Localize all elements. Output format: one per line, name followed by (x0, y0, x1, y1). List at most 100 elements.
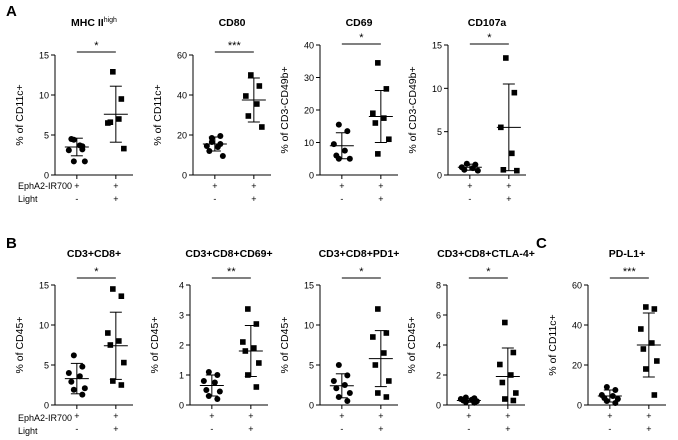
data-point (214, 144, 221, 150)
condition-value: + (378, 181, 383, 191)
data-point (335, 362, 342, 368)
data-point (110, 69, 116, 75)
data-point (514, 167, 520, 174)
condition-value: + (339, 411, 344, 421)
y-tick-label: 2 (179, 341, 184, 351)
data-point (330, 378, 337, 384)
condition-value: + (467, 181, 472, 191)
y-tick-label: 30 (304, 73, 314, 83)
data-point (68, 378, 75, 385)
y-tick-label: 5 (44, 361, 49, 371)
y-axis-label: % of CD45+ (406, 317, 418, 374)
significance-label: ** (227, 266, 236, 278)
y-tick-label: 10 (39, 91, 49, 101)
condition-value: + (209, 411, 214, 421)
data-point (110, 286, 116, 292)
y-tick-label: 40 (177, 91, 187, 101)
condition-value: - (468, 194, 471, 204)
data-point (205, 393, 212, 399)
data-point (386, 378, 392, 384)
data-point (214, 372, 221, 378)
data-point (251, 345, 257, 351)
data-point (216, 388, 223, 395)
data-point (499, 379, 506, 386)
data-point (203, 143, 210, 149)
data-point (471, 399, 478, 406)
y-tick-label: 0 (577, 401, 582, 411)
data-point (344, 398, 351, 404)
y-tick-label: 0 (309, 401, 314, 411)
data-point (372, 120, 379, 126)
data-point (245, 372, 251, 378)
series-2 (368, 306, 393, 400)
data-point (341, 147, 348, 154)
chart-5: 0 5 10 15 CD3+CD8+ % of CD45+ * + - + + (14, 248, 133, 434)
data-point (253, 321, 260, 327)
y-tick-label: 0 (309, 171, 314, 181)
y-tick-label: 20 (304, 106, 314, 116)
data-point (105, 330, 111, 336)
significance-label: *** (623, 266, 637, 278)
significance-label: * (486, 266, 491, 278)
significance-label: * (94, 40, 99, 52)
data-point (370, 334, 376, 340)
chart-4: 0 5 10 15 CD107a % of CD3-CD49b+ * + - + + (407, 17, 526, 204)
data-point (375, 306, 381, 312)
condition-value: + (251, 181, 256, 191)
series-1 (64, 136, 89, 165)
y-axis-label: % of CD11c+ (14, 84, 26, 145)
chart-title: CD69 (346, 17, 373, 29)
data-point (498, 124, 504, 131)
data-point (344, 372, 351, 379)
condition-value: - (75, 424, 78, 434)
data-point (654, 358, 660, 364)
y-tick-label: 5 (437, 127, 442, 137)
data-point (107, 342, 114, 348)
significance-label: * (487, 32, 492, 44)
condition-value: + (339, 181, 344, 191)
condition-value: + (248, 424, 253, 434)
chart-title: CD107a (468, 17, 507, 29)
series-2 (368, 60, 393, 157)
y-tick-label: 60 (177, 51, 187, 61)
y-axis-label: % of CD45+ (14, 317, 26, 374)
condition-value: - (75, 194, 78, 204)
data-point (503, 55, 509, 61)
condition-label-light-b: Light (18, 426, 38, 436)
data-point (203, 387, 210, 393)
chart-title: CD3+CD8+CTLA-4+ (437, 248, 535, 260)
data-point (205, 369, 212, 375)
condition-value: + (113, 411, 118, 421)
data-point (463, 160, 470, 167)
y-tick-label: 10 (39, 321, 49, 331)
condition-label-epha2-b: EphA2-IR700 (18, 413, 72, 423)
data-point (497, 361, 503, 368)
data-point (510, 349, 517, 356)
y-tick-label: 3 (179, 311, 184, 321)
significance-label: * (359, 32, 364, 44)
data-point (70, 158, 77, 165)
data-point (640, 346, 647, 352)
data-point (333, 385, 340, 392)
data-point (383, 330, 390, 336)
series-1 (64, 352, 89, 398)
y-tick-label: 1 (179, 371, 184, 381)
series-1 (199, 369, 224, 402)
data-point (214, 396, 221, 402)
series-2 (495, 319, 520, 406)
data-point (118, 382, 125, 388)
y-tick-label: 0 (179, 401, 184, 411)
data-point (510, 397, 517, 404)
panel-letter-a: A (6, 3, 17, 20)
chart-6: 0 1 2 3 4 CD3+CD8+CD69+ % of CD45+ ** + - + + (149, 248, 273, 434)
data-point (469, 165, 476, 172)
data-point (603, 384, 610, 390)
data-point (248, 72, 254, 78)
data-point (651, 306, 658, 312)
data-point (500, 167, 507, 173)
condition-value: - (467, 424, 470, 434)
data-point (383, 86, 390, 92)
y-tick-label: 20 (177, 131, 187, 141)
series-1 (202, 133, 227, 159)
data-point (256, 360, 262, 366)
